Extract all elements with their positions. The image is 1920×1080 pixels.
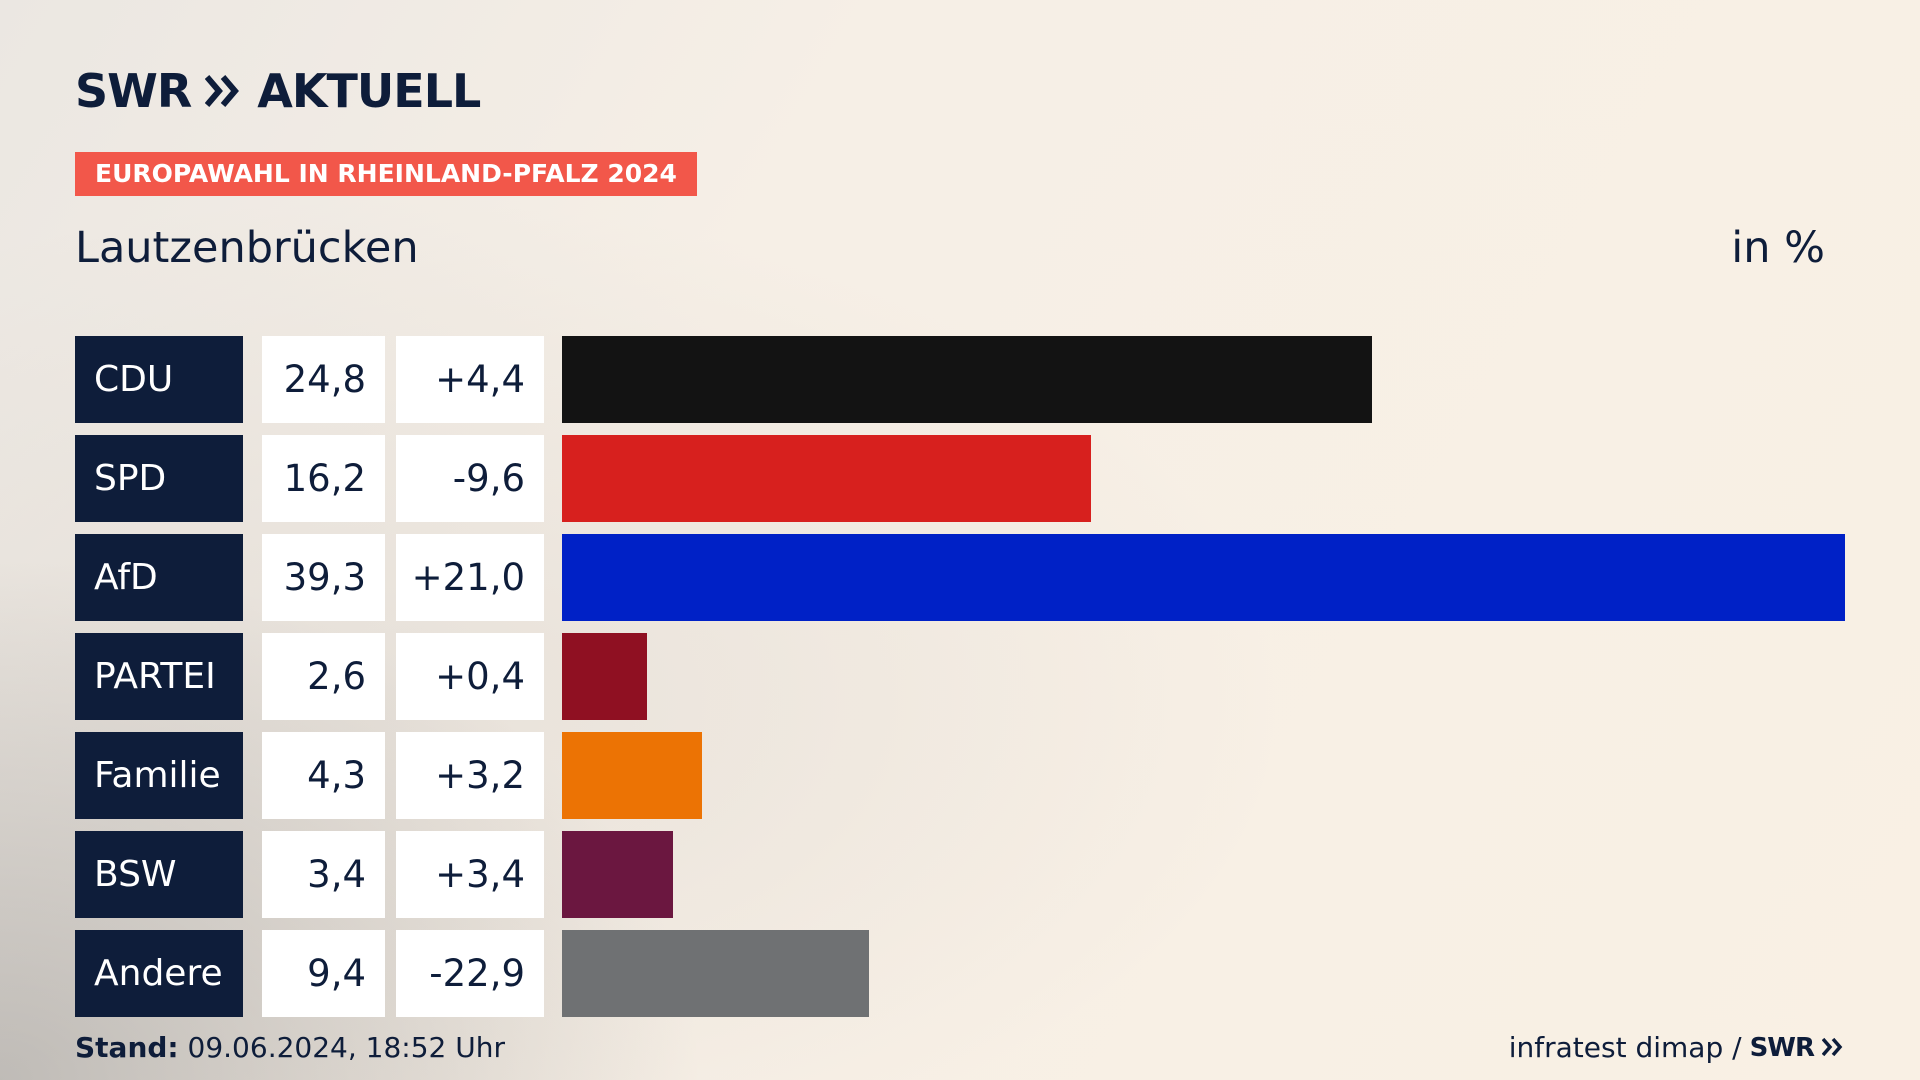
party-label: CDU xyxy=(75,336,243,423)
double-chevron-right-icon xyxy=(1821,1030,1844,1066)
vote-share-value: 9,4 xyxy=(262,930,385,1017)
vote-change-value: +4,4 xyxy=(396,336,544,423)
result-bar xyxy=(562,831,673,918)
vote-share-value: 39,3 xyxy=(262,534,385,621)
result-row: PARTEI 2,6 +0,4 xyxy=(75,633,1845,720)
vote-share-value: 2,6 xyxy=(262,633,385,720)
result-row: Familie 4,3 +3,2 xyxy=(75,732,1845,819)
result-bar xyxy=(562,633,647,720)
vote-change-value: +0,4 xyxy=(396,633,544,720)
vote-change-value: -9,6 xyxy=(396,435,544,522)
vote-share-value: 16,2 xyxy=(262,435,385,522)
result-row: AfD 39,3 +21,0 xyxy=(75,534,1845,621)
stand-value: 09.06.2024, 18:52 Uhr xyxy=(187,1031,505,1064)
source-text: infratest dimap / xyxy=(1508,1031,1742,1064)
result-bar xyxy=(562,435,1091,522)
unit-label: in % xyxy=(1731,223,1825,273)
vote-share-value: 4,3 xyxy=(262,732,385,819)
vote-change-value: +3,4 xyxy=(396,831,544,918)
result-bar xyxy=(562,534,1845,621)
source-brand: SWR xyxy=(1749,1033,1815,1063)
party-label: AfD xyxy=(75,534,243,621)
swr-aktuell-logo: SWR AKTUELL xyxy=(75,64,481,118)
party-label: PARTEI xyxy=(75,633,243,720)
vote-share-value: 3,4 xyxy=(262,831,385,918)
result-row: SPD 16,2 -9,6 xyxy=(75,435,1845,522)
result-bar xyxy=(562,336,1372,423)
result-row: CDU 24,8 +4,4 xyxy=(75,336,1845,423)
party-label: SPD xyxy=(75,435,243,522)
vote-change-value: +3,2 xyxy=(396,732,544,819)
result-row: BSW 3,4 +3,4 xyxy=(75,831,1845,918)
vote-change-value: +21,0 xyxy=(396,534,544,621)
party-label: Andere xyxy=(75,930,243,1017)
logo-aktuell-text: AKTUELL xyxy=(257,64,481,118)
result-bar xyxy=(562,930,869,1017)
result-row: Andere 9,4 -22,9 xyxy=(75,930,1845,1017)
source-credit: infratest dimap / SWR xyxy=(1509,1030,1844,1066)
party-label: BSW xyxy=(75,831,243,918)
vote-change-value: -22,9 xyxy=(396,930,544,1017)
result-bar xyxy=(562,732,702,819)
timestamp: Stand: 09.06.2024, 18:52 Uhr xyxy=(75,1030,505,1066)
place-title: Lautzenbrücken xyxy=(75,223,419,273)
election-badge: EUROPAWAHL IN RHEINLAND-PFALZ 2024 xyxy=(75,152,697,196)
vote-share-value: 24,8 xyxy=(262,336,385,423)
party-label: Familie xyxy=(75,732,243,819)
stand-label: Stand: xyxy=(75,1031,179,1064)
logo-swr-text: SWR xyxy=(75,64,192,118)
double-chevron-right-icon xyxy=(205,74,243,108)
